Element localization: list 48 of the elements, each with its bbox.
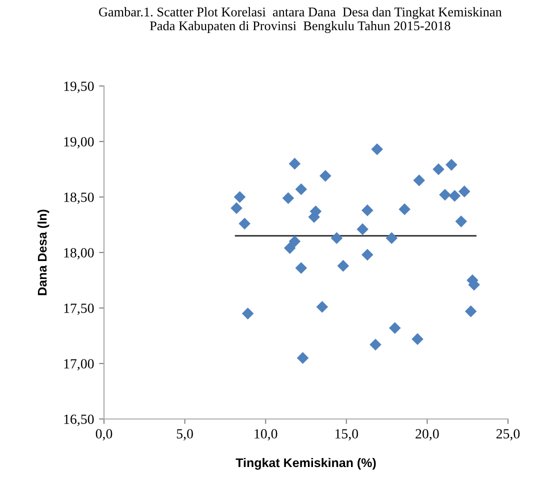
point (234, 191, 246, 203)
x-tick-label: 10,0 (254, 429, 278, 440)
point (362, 204, 374, 216)
x-tick-label: 20,0 (416, 429, 439, 440)
point (362, 248, 374, 261)
point (295, 262, 308, 274)
point (413, 174, 426, 186)
point (284, 242, 296, 254)
point (432, 163, 444, 176)
point (230, 202, 242, 214)
x-tick-label: 25,0 (496, 429, 520, 440)
x-tick-label: 15,0 (335, 429, 358, 440)
point (282, 192, 294, 204)
y-tick-label: 18,50 (64, 192, 94, 204)
point (446, 158, 458, 171)
point (238, 218, 250, 230)
x-tick-label: 5,0 (176, 429, 193, 440)
point (288, 236, 301, 248)
x-axis-title: Tingkat Kemiskinan (%) (236, 458, 376, 470)
point (316, 301, 328, 313)
point (398, 203, 410, 216)
point (455, 216, 468, 228)
point (295, 183, 308, 196)
point (439, 188, 451, 201)
y-tick-label: 19,00 (64, 137, 94, 148)
x-tick-label: 0,0 (96, 429, 112, 440)
point (386, 232, 398, 244)
y-tick-label: 17,00 (64, 359, 94, 370)
point (371, 143, 383, 156)
point (356, 223, 368, 236)
point (330, 232, 343, 244)
point (320, 170, 332, 182)
point (288, 158, 301, 170)
point (296, 352, 309, 364)
point (370, 338, 382, 351)
y-tick-label: 16,50 (64, 414, 94, 426)
point (412, 333, 424, 345)
chart-title: Gambar.1. Scatter Plot Korelasi antara Dana Desa dan Tingkat Kemiskinan Pada Kabupaten di Provinsi Bengkulu Tahun 2015-2018 (98, 7, 502, 34)
point (448, 190, 461, 202)
point (388, 322, 401, 334)
point (458, 186, 470, 198)
y-axis-title: Dana Desa (ln) (37, 210, 50, 296)
y-tick-label: 18,00 (64, 248, 94, 260)
point (337, 260, 350, 272)
y-tick-label: 17,50 (64, 304, 94, 315)
y-tick-label: 19,50 (64, 82, 94, 93)
point (242, 308, 254, 320)
point (464, 305, 477, 318)
